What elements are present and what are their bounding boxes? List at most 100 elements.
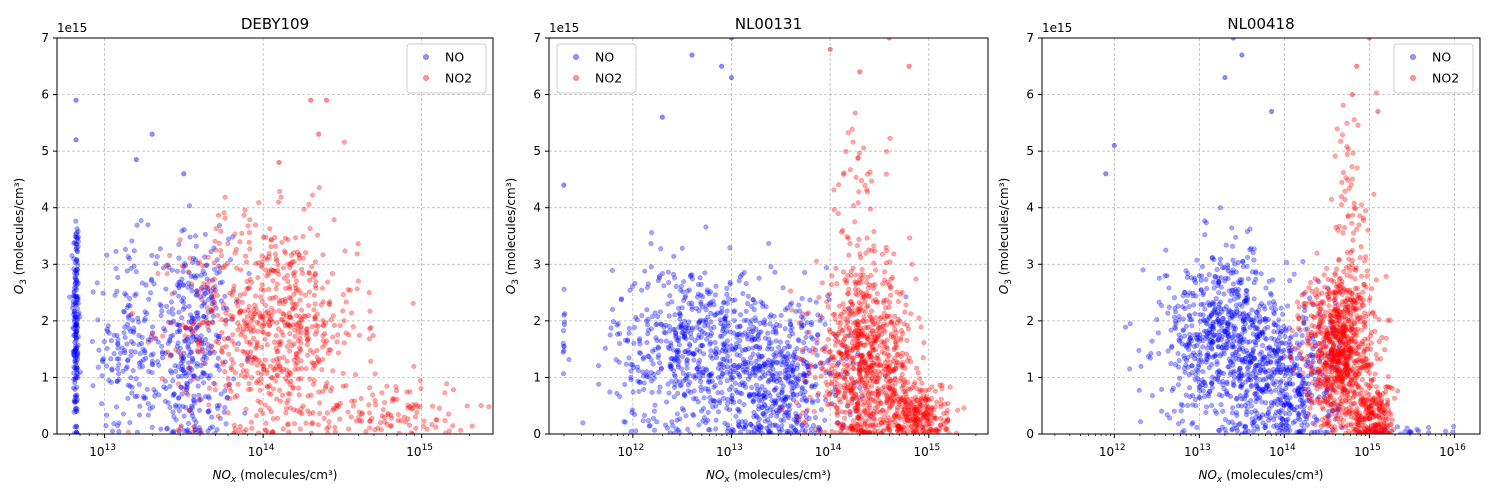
data-point xyxy=(189,355,196,361)
data-point xyxy=(218,253,225,259)
data-point xyxy=(1283,259,1290,265)
data-point xyxy=(486,404,492,410)
data-point xyxy=(899,371,905,378)
data-point xyxy=(856,300,862,306)
data-point xyxy=(871,416,878,422)
data-point xyxy=(762,372,768,378)
data-point xyxy=(845,403,851,409)
data-point xyxy=(864,333,870,339)
data-point xyxy=(817,428,824,434)
data-point xyxy=(1172,324,1178,330)
data-point xyxy=(843,323,849,329)
data-point xyxy=(731,369,737,375)
data-point xyxy=(304,337,310,343)
data-point xyxy=(332,429,338,434)
data-point xyxy=(801,372,807,378)
data-point xyxy=(218,391,224,397)
data-point xyxy=(773,385,779,391)
data-point xyxy=(812,415,819,421)
data-point xyxy=(780,383,786,389)
data-point xyxy=(750,398,756,404)
data-point xyxy=(609,267,615,274)
data-point xyxy=(767,420,773,426)
data-point xyxy=(888,398,894,404)
data-point xyxy=(817,361,823,367)
data-point xyxy=(315,232,321,238)
data-point xyxy=(644,307,650,313)
data-point xyxy=(847,167,853,173)
data-point xyxy=(69,253,75,259)
data-point xyxy=(777,405,783,411)
y-tick-label: 2 xyxy=(533,314,541,328)
data-point xyxy=(659,114,665,120)
data-point xyxy=(230,430,237,434)
data-point xyxy=(689,52,695,58)
data-point xyxy=(804,330,810,336)
data-point xyxy=(294,301,300,307)
data-point xyxy=(247,246,253,252)
data-point xyxy=(164,303,170,309)
data-point xyxy=(254,362,260,368)
data-point xyxy=(270,386,276,392)
data-point xyxy=(254,319,260,325)
data-point xyxy=(799,347,806,353)
data-point xyxy=(838,311,844,317)
data-point xyxy=(178,360,184,366)
data-point xyxy=(1122,324,1129,330)
data-point xyxy=(220,305,226,311)
data-point xyxy=(227,290,233,296)
data-point xyxy=(73,348,79,354)
data-point xyxy=(270,428,276,434)
data-point xyxy=(1172,318,1179,324)
data-point xyxy=(213,305,219,311)
data-point xyxy=(628,361,634,368)
data-point xyxy=(782,375,788,381)
data-point xyxy=(259,329,265,335)
data-point xyxy=(115,341,121,347)
data-point xyxy=(794,414,800,420)
data-point xyxy=(850,355,856,361)
data-point xyxy=(830,331,837,337)
data-point xyxy=(195,260,201,267)
data-point xyxy=(715,310,721,316)
data-point xyxy=(75,300,81,306)
data-point xyxy=(388,423,394,429)
data-point xyxy=(878,314,884,320)
data-point xyxy=(822,429,828,434)
data-point xyxy=(848,273,854,279)
data-point xyxy=(655,355,661,361)
data-point xyxy=(1281,353,1287,359)
data-point xyxy=(446,411,452,417)
data-point xyxy=(633,428,639,434)
data-point xyxy=(747,391,754,398)
data-point xyxy=(832,311,838,317)
data-point xyxy=(178,366,184,373)
data-point xyxy=(852,279,858,285)
data-point xyxy=(659,322,665,328)
data-point xyxy=(686,300,692,307)
data-point xyxy=(269,319,275,325)
data-point xyxy=(791,354,797,360)
data-point xyxy=(134,222,140,228)
data-point xyxy=(286,322,292,328)
data-point xyxy=(139,334,145,340)
data-point xyxy=(189,349,195,355)
data-point xyxy=(628,428,634,434)
data-point xyxy=(836,396,842,403)
data-point xyxy=(675,354,681,360)
data-point xyxy=(673,330,679,336)
data-point xyxy=(291,357,297,363)
data-point xyxy=(901,406,907,412)
data-point xyxy=(703,420,709,426)
data-point xyxy=(72,279,78,286)
data-point xyxy=(888,388,894,394)
data-point xyxy=(735,365,741,371)
data-point xyxy=(232,231,238,237)
x-tick-label: 1015 xyxy=(913,443,940,459)
data-point xyxy=(771,400,777,406)
data-point xyxy=(877,329,883,335)
data-point xyxy=(850,388,856,394)
data-point xyxy=(187,234,193,240)
data-point xyxy=(385,412,391,418)
data-point xyxy=(210,320,216,326)
